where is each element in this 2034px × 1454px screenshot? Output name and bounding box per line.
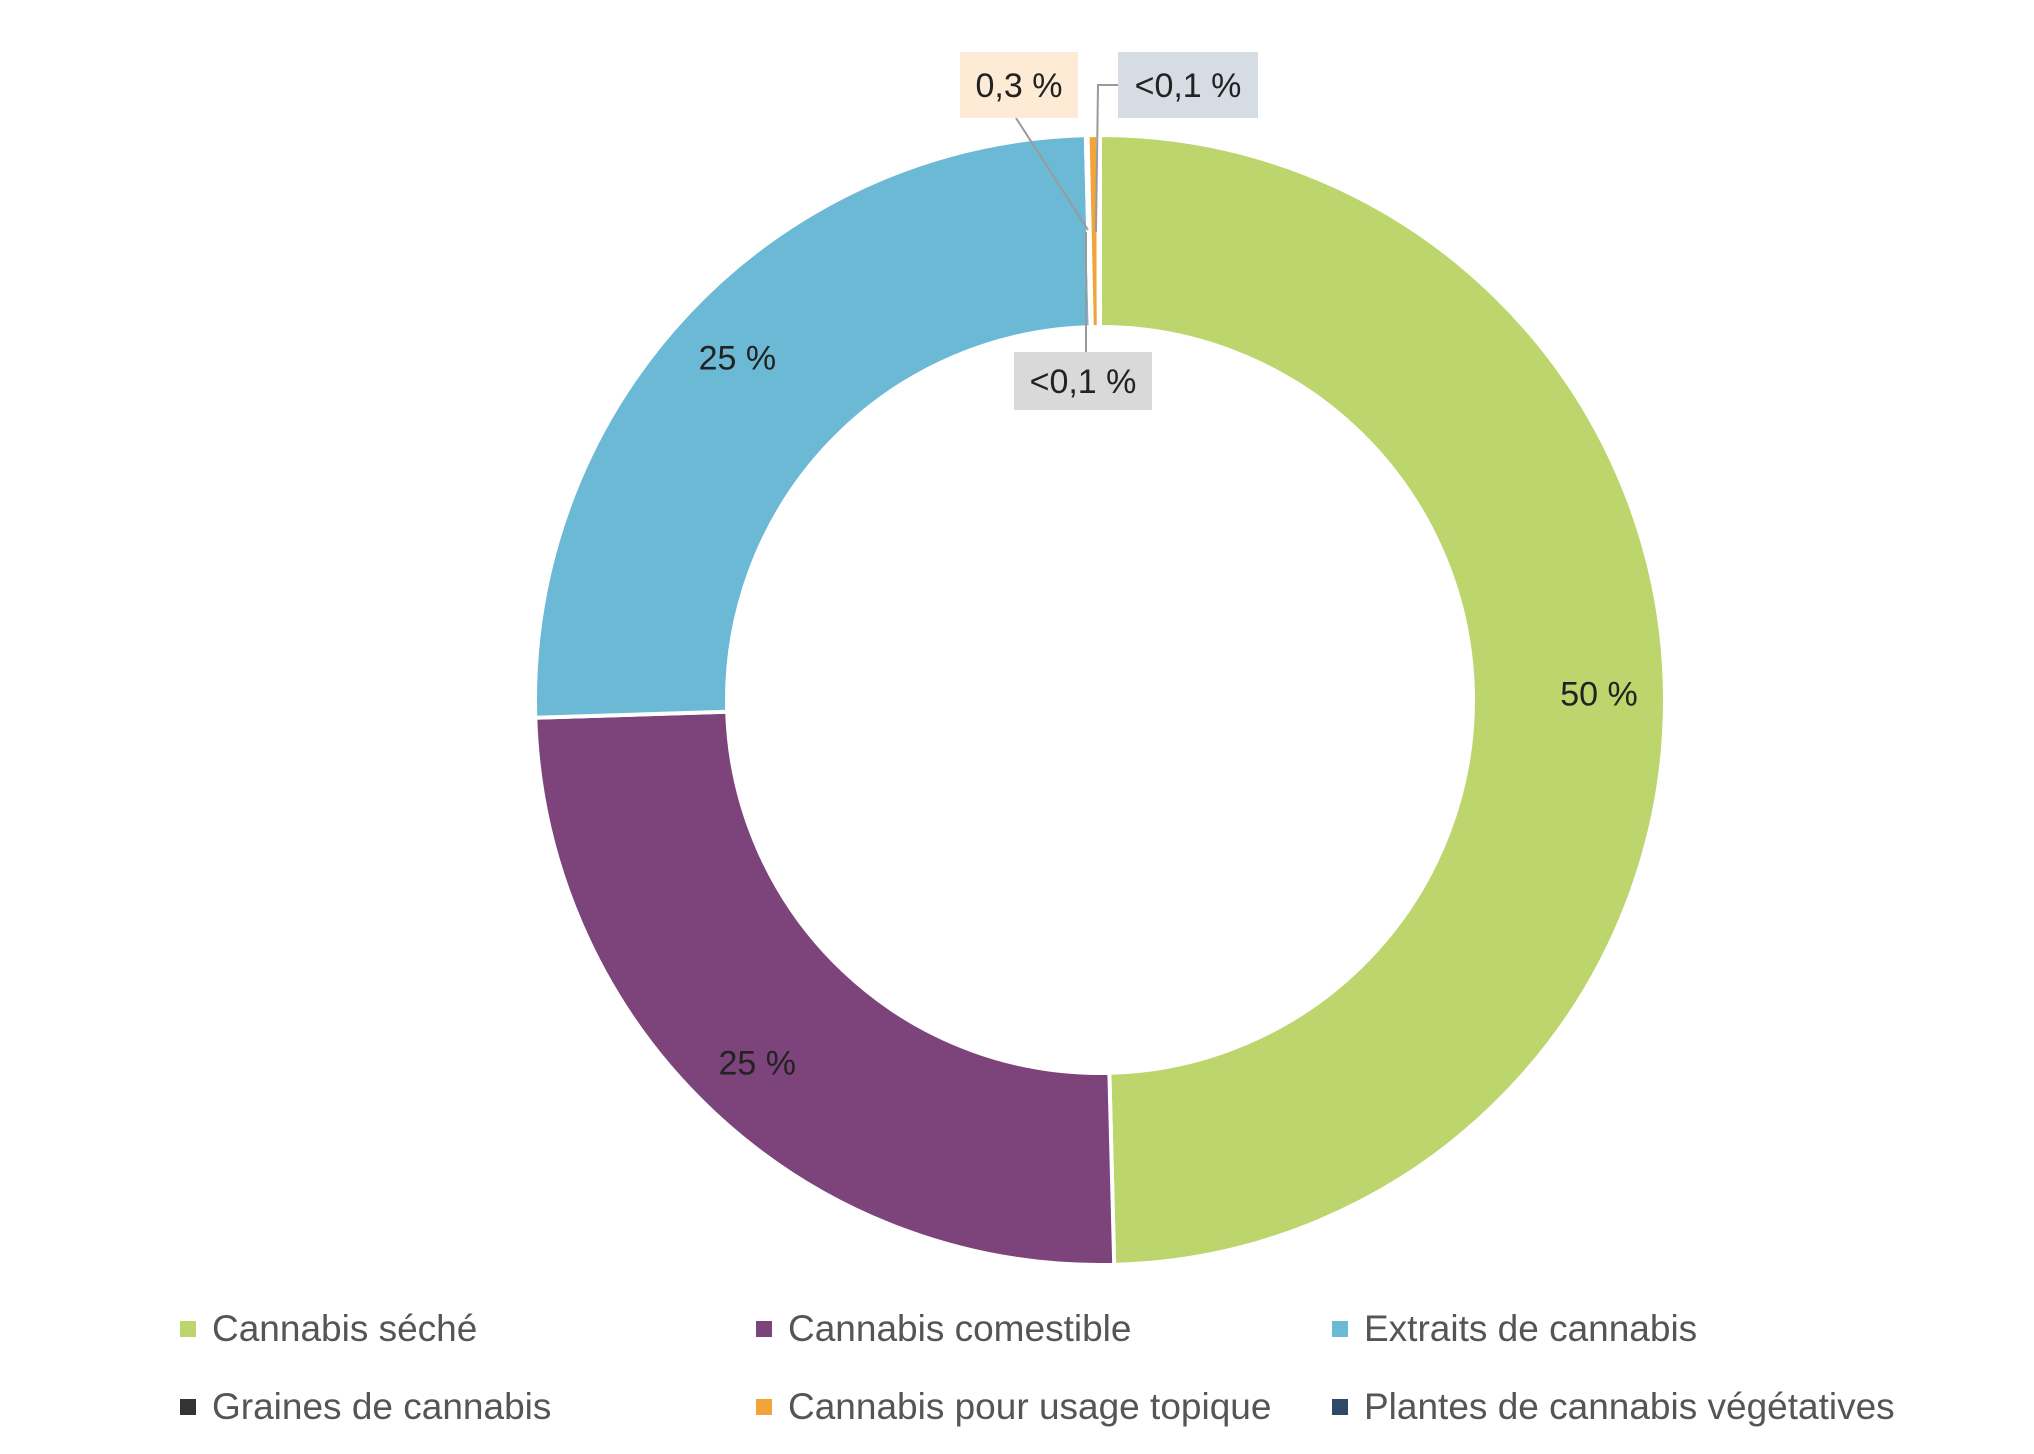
legend: Cannabis séché Cannabis comestible Extra… [180, 1290, 1930, 1446]
label-plantes-vegetatives: <0,1 % [1135, 67, 1242, 105]
leader-line [1095, 84, 1118, 233]
slice-cannabis-comestible [533, 709, 1117, 1267]
callout-box [1014, 352, 1152, 410]
leader-line [1015, 117, 1089, 231]
label-cannabis-seche: 50 % [1560, 676, 1638, 714]
slice-plantes-vegetatives [1096, 132, 1102, 330]
legend-item-cannabis-seche: Cannabis séché [180, 1308, 756, 1350]
legend-swatch [1332, 1399, 1348, 1415]
slice-cannabis-seche [1098, 132, 1667, 1267]
legend-item-extraits-de-cannabis: Extraits de cannabis [1332, 1308, 1908, 1350]
legend-swatch [756, 1399, 772, 1415]
label-cannabis-usage-topique: 0,3 % [976, 67, 1063, 105]
legend-swatch [180, 1399, 196, 1415]
legend-label: Cannabis comestible [788, 1308, 1132, 1349]
legend-label: Cannabis pour usage topique [788, 1386, 1272, 1427]
legend-row: Cannabis séché Cannabis comestible Extra… [180, 1290, 1930, 1368]
legend-item-cannabis-usage-topique: Cannabis pour usage topique [756, 1386, 1332, 1428]
label-graines-de-cannabis: <0,1 % [1030, 363, 1137, 401]
legend-label: Plantes de cannabis végétatives [1364, 1386, 1895, 1427]
legend-label: Extraits de cannabis [1364, 1308, 1698, 1349]
legend-row: Graines de cannabis Cannabis pour usage … [180, 1368, 1930, 1446]
callout-box [1118, 52, 1258, 118]
legend-swatch [756, 1321, 772, 1337]
legend-label: Cannabis séché [212, 1308, 478, 1349]
slice-extraits-de-cannabis [533, 133, 1093, 720]
legend-item-graines-de-cannabis: Graines de cannabis [180, 1386, 756, 1428]
legend-item-cannabis-comestible: Cannabis comestible [756, 1308, 1332, 1350]
callout-box [960, 52, 1078, 118]
legend-swatch [1332, 1321, 1348, 1337]
label-cannabis-comestible: 25 % [719, 1045, 797, 1083]
legend-swatch [180, 1321, 196, 1337]
label-extraits-de-cannabis: 25 % [699, 339, 777, 377]
legend-item-plantes-vegetatives: Plantes de cannabis végétatives [1332, 1386, 1908, 1428]
legend-label: Graines de cannabis [212, 1386, 552, 1427]
